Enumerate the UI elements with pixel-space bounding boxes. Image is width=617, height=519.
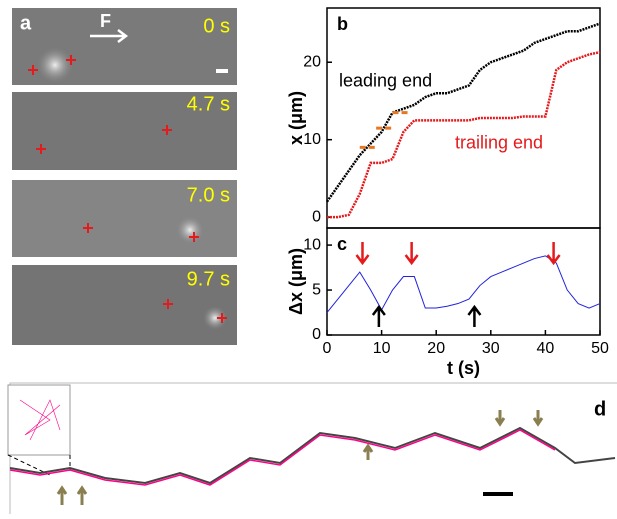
panel-label: a xyxy=(20,12,32,34)
y-tick-label: 10 xyxy=(303,131,321,148)
panel-label: b xyxy=(337,14,348,34)
markers xyxy=(28,55,227,323)
y-tick-label: 5 xyxy=(312,281,321,298)
frame-time: 9.7 s xyxy=(187,268,230,290)
down-arrow xyxy=(546,242,561,266)
x-tick-label: 50 xyxy=(591,340,609,357)
x-axis-label: t (s) xyxy=(447,358,480,378)
panel-a: a F 0 s 4.7 s 7.0 s 9.7 s xyxy=(12,8,237,345)
plot-frame xyxy=(326,227,601,336)
trajectory-fit xyxy=(9,429,556,486)
down-arrow xyxy=(355,242,370,266)
scale-bar xyxy=(216,69,228,73)
scale-bar xyxy=(483,492,513,496)
frame-image xyxy=(12,265,237,345)
up-arrow xyxy=(467,304,482,327)
spot xyxy=(176,216,204,244)
up-arrow xyxy=(371,304,386,327)
trajectory xyxy=(9,426,616,485)
down-arrow xyxy=(404,242,419,266)
frame-time: 7.0 s xyxy=(187,184,230,206)
panel-d: d xyxy=(7,382,617,514)
panel-label: d xyxy=(594,398,606,420)
x-tick-label: 40 xyxy=(537,340,555,357)
force-arrow xyxy=(90,29,129,43)
spot xyxy=(37,47,73,83)
frame-image xyxy=(12,180,237,257)
y-axis-label: x (μm) xyxy=(286,91,306,145)
y-tick-label: 0 xyxy=(312,326,321,343)
series-line xyxy=(325,22,601,203)
panel-label: c xyxy=(337,234,347,254)
event-arrows xyxy=(56,410,544,505)
spot xyxy=(203,306,227,330)
y-axis-label: Δx (μm) xyxy=(286,248,306,315)
series-line xyxy=(326,255,601,313)
x-tick-label: 10 xyxy=(373,340,391,357)
panel-frame xyxy=(9,382,617,514)
x-tick-label: 0 xyxy=(323,340,332,357)
x-tick-label: 30 xyxy=(482,340,500,357)
plot-frame xyxy=(326,7,601,229)
legend-label: trailing end xyxy=(455,132,543,152)
frame-image xyxy=(12,92,237,170)
inset xyxy=(7,384,71,456)
legend-label: leading end xyxy=(339,70,432,90)
y-tick-label: 20 xyxy=(303,53,321,70)
x-tick-label: 20 xyxy=(427,340,445,357)
series-line xyxy=(327,50,601,219)
force-label: F xyxy=(100,11,111,31)
y-tick-label: 0 xyxy=(312,208,321,225)
y-tick-label: 10 xyxy=(303,236,321,253)
inset-trace xyxy=(19,399,61,441)
frame-time: 0 s xyxy=(203,15,230,37)
frame-time: 4.7 s xyxy=(187,93,230,115)
